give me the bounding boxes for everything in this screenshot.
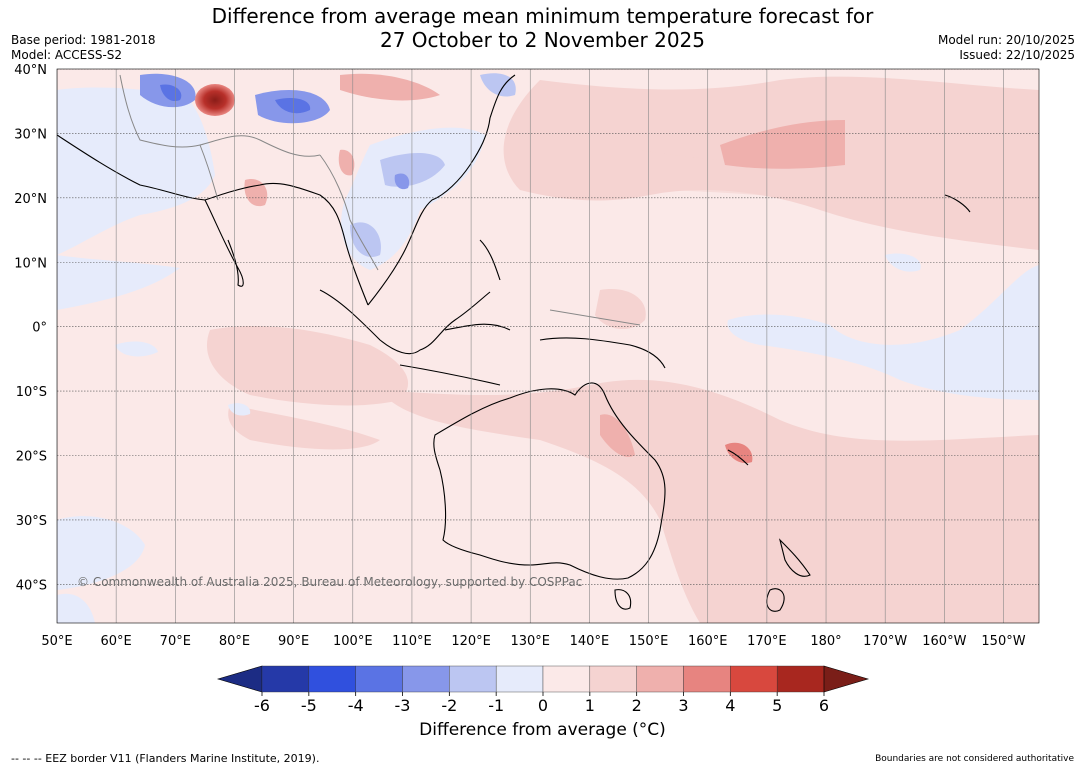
colorbar: -6 -5 -4 -3 -2 -1 0 1 2 3 4 5 6 — [216, 665, 870, 715]
colorbar-tick-label: -5 — [301, 696, 317, 715]
longitude-label: 120°E — [451, 634, 491, 649]
colorbar-tick-label: 5 — [772, 696, 782, 715]
longitude-label: 100°E — [333, 634, 373, 649]
latitude-labels: 40°N 30°N 20°N 10°N 0° 10°S 20°S 30°S 40°S — [14, 63, 47, 593]
longitude-label: 180° — [810, 634, 841, 649]
copyright-notice: © Commonwealth of Australia 2025, Bureau… — [77, 575, 582, 589]
title-line-2: 27 October to 2 November 2025 — [379, 28, 706, 52]
colorbar-swatch — [495, 665, 544, 693]
colorbar-swatch — [683, 665, 731, 693]
latitude-label: 20°N — [14, 192, 47, 207]
colorbar-swatch — [542, 665, 591, 693]
longitude-label: 160°W — [922, 634, 966, 649]
longitude-label: 170°W — [863, 634, 907, 649]
latitude-label: 10°N — [14, 256, 47, 271]
colorbar-tick-label: 1 — [585, 696, 595, 715]
colorbar-swatch — [776, 665, 825, 693]
latitude-label: 10°S — [16, 385, 47, 400]
eez-legend: -- -- -- EEZ border V11 (Flanders Marine… — [11, 752, 320, 765]
latitude-label: 0° — [32, 321, 47, 336]
latitude-label: 20°S — [16, 450, 47, 465]
longitude-label: 90°E — [278, 634, 309, 649]
colorbar-swatch — [402, 665, 450, 693]
colorbar-swatch — [355, 665, 403, 693]
colorbar-label: Difference from average (°C) — [419, 720, 666, 740]
longitude-label: 140°E — [570, 634, 610, 649]
meta-right: Model run: 20/10/2025 Issued: 22/10/2025 — [938, 33, 1075, 63]
colorbar-tick-label: 0 — [538, 696, 548, 715]
colorbar-tick-label: -6 — [254, 696, 270, 715]
colorbar-tick-label: -4 — [348, 696, 364, 715]
longitude-label: 160°E — [688, 634, 728, 649]
colorbar-swatch — [261, 665, 310, 693]
issued-date: Issued: 22/10/2025 — [959, 48, 1075, 62]
title-line-1: Difference from average mean minimum tem… — [211, 4, 874, 28]
latitude-label: 30°S — [16, 514, 47, 529]
boundary-disclaimer: Boundaries are not considered authoritat… — [875, 754, 1074, 764]
colorbar-tick-label: 2 — [632, 696, 642, 715]
colorbar-tick-label: 4 — [725, 696, 735, 715]
latitude-label: 40°N — [14, 63, 47, 78]
colorbar-tick-label: 6 — [819, 696, 829, 715]
colorbar-tick-label: -1 — [488, 696, 504, 715]
colorbar-swatch — [730, 665, 778, 693]
longitude-label: 170°E — [747, 634, 787, 649]
longitude-labels: 50°E 60°E 70°E 80°E 90°E 100°E 110°E 120°E 130°E… — [41, 634, 1025, 649]
colorbar-tick-label: -2 — [441, 696, 457, 715]
colorbar-swatch — [308, 665, 356, 693]
longitude-label: 150°W — [981, 634, 1025, 649]
base-period: Base period: 1981-2018 — [11, 33, 156, 47]
map-title: Difference from average mean minimum tem… — [0, 4, 1085, 52]
longitude-label: 50°E — [41, 634, 72, 649]
colorbar-over-arrow — [823, 665, 870, 693]
longitude-label: 70°E — [160, 634, 191, 649]
colorbar-tick-label: -3 — [395, 696, 411, 715]
map-frame — [56, 68, 1040, 624]
longitude-label: 150°E — [629, 634, 669, 649]
latitude-label: 40°S — [16, 578, 47, 593]
latitude-label: 30°N — [14, 127, 47, 142]
colorbar-tick-label: 3 — [678, 696, 688, 715]
longitude-label: 80°E — [219, 634, 250, 649]
longitude-label: 130°E — [510, 634, 550, 649]
colorbar-swatch — [636, 665, 684, 693]
colorbar-swatch — [589, 665, 637, 693]
longitude-label: 60°E — [101, 634, 132, 649]
model-run: Model run: 20/10/2025 — [937, 33, 1075, 47]
meta-left: Base period: 1981-2018 Model: ACCESS-S2 — [11, 33, 156, 63]
colorbar-under-arrow — [216, 665, 263, 693]
country-borders — [119, 74, 641, 326]
longitude-label: 110°E — [392, 634, 432, 649]
graticule — [57, 69, 1039, 623]
colorbar-swatch — [449, 665, 497, 693]
model-name: Model: ACCESS-S2 — [11, 48, 123, 62]
anomaly-field — [57, 69, 1039, 623]
